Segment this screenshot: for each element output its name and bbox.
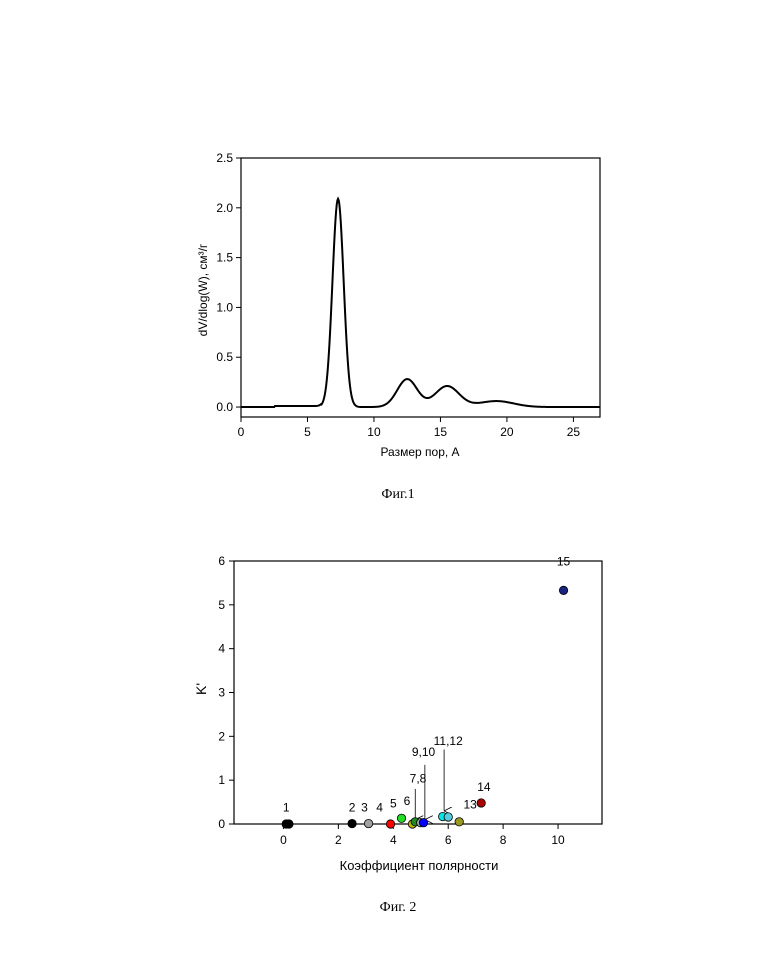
chart1-xlabel: Размер пор, А	[380, 445, 459, 459]
chart1-series-line	[241, 199, 600, 407]
chart2-ytick-label: 4	[218, 642, 225, 656]
chart2-data-point	[455, 818, 463, 826]
chart2-ytick-label: 6	[218, 554, 225, 568]
chart2-xtick-label: 4	[390, 833, 397, 847]
chart2-point-label: 3	[361, 801, 368, 815]
chart2-xtick-label: 0	[280, 833, 287, 847]
chart2-xtick-label: 8	[500, 833, 507, 847]
chart2-data-point	[386, 820, 394, 828]
chart1-xtick-label: 10	[367, 425, 381, 439]
chart1-xtick-label: 0	[238, 425, 245, 439]
chart2-point-label: 13	[463, 798, 477, 812]
chart2-data-point	[559, 586, 567, 594]
chart1-frame	[241, 158, 600, 417]
chart1-ytick-label: 2.5	[216, 151, 233, 165]
chart2-point-label: 2	[349, 801, 356, 815]
polarity-scatter-chart: 0246810 0123456 1234567,89,1011,12131415…	[193, 554, 602, 915]
chart1-ylabel: dV/dlog(W), см³/г	[196, 243, 210, 336]
chart2-ylabel: K'	[193, 683, 209, 695]
chart2-xtick-label: 6	[445, 833, 452, 847]
chart1-ytick-label: 2.0	[216, 201, 233, 215]
chart2-point-label: 11,12	[434, 734, 463, 748]
pore-size-chart: 0 5 10 15 20 25 0.0 0.5 1.0 1.5 2.0 2.5 Размер пор…	[196, 151, 600, 502]
chart1-xtick-label: 5	[304, 425, 311, 439]
chart2-point-label: 5	[390, 796, 397, 810]
chart2-point-label: 7,8	[410, 771, 427, 785]
chart1-xtick-label: 20	[500, 425, 514, 439]
chart1-ytick-label: 0.5	[216, 350, 233, 364]
chart2-point-label: 1	[283, 801, 290, 815]
chart2-ytick-label: 5	[218, 598, 225, 612]
chart2-data-point	[419, 818, 427, 826]
chart2-data-point	[364, 819, 372, 827]
chart2-data-point	[348, 819, 356, 827]
chart1-ytick-label: 1.0	[216, 300, 233, 314]
chart2-ytick-label: 1	[218, 773, 225, 787]
chart2-point-label: 4	[376, 801, 383, 815]
chart2-xtick-label: 10	[551, 833, 565, 847]
chart2-point-label: 14	[477, 780, 491, 794]
chart2-ytick-label: 2	[218, 729, 225, 743]
chart2-ytick-label: 3	[218, 686, 225, 700]
chart2-point-label: 15	[557, 554, 571, 568]
chart2-data-point	[397, 814, 405, 822]
chart2-point-label: 6	[404, 794, 411, 808]
chart2-xlabel: Коэффициент полярности	[340, 858, 499, 873]
chart2-data-point	[444, 813, 452, 821]
chart2-xtick-label: 2	[335, 833, 342, 847]
chart2-data-point	[285, 820, 293, 828]
chart1-ytick-label: 1.5	[216, 251, 233, 265]
chart1-ytick-label: 0.0	[216, 400, 233, 414]
chart1-xtick-label: 15	[434, 425, 448, 439]
chart2-caption: Фиг. 2	[380, 900, 417, 915]
chart1-caption: Фиг.1	[381, 487, 414, 502]
chart2-data-point	[477, 799, 485, 807]
chart2-point-label: 9,10	[412, 745, 436, 759]
chart2-ytick-label: 0	[218, 817, 225, 831]
chart1-xtick-label: 25	[567, 425, 581, 439]
